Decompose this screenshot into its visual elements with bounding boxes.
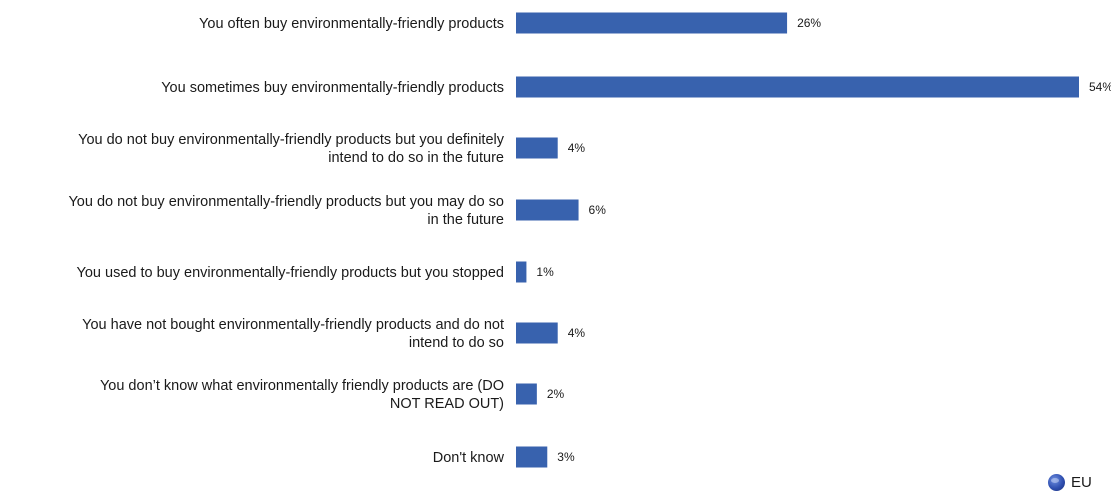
category-label-line: NOT READ OUT) bbox=[390, 396, 504, 412]
bar-3 bbox=[516, 137, 558, 159]
bar-8 bbox=[516, 446, 548, 468]
value-label-1: 26% bbox=[797, 16, 821, 30]
category-label-3: You do not buy environmentally-friendly … bbox=[78, 132, 505, 166]
category-label-line: You used to buy environmentally-friendly… bbox=[77, 265, 504, 281]
category-label-line: You often buy environmentally-friendly p… bbox=[199, 16, 504, 32]
value-label-4: 6% bbox=[589, 203, 607, 217]
bar-7 bbox=[516, 383, 537, 405]
category-label-line: in the future bbox=[427, 212, 504, 228]
category-label-7: You don’t know what environmentally frie… bbox=[100, 378, 504, 412]
bar-2 bbox=[516, 76, 1079, 98]
category-label-line: intend to do so in the future bbox=[328, 150, 504, 166]
value-label-6: 4% bbox=[568, 326, 586, 340]
eu-globe-icon bbox=[1048, 473, 1065, 491]
category-label-5: You used to buy environmentally-friendly… bbox=[77, 265, 504, 281]
legend-label: EU bbox=[1071, 473, 1092, 491]
legend: EU bbox=[1048, 473, 1092, 491]
category-label-2: You sometimes buy environmentally-friend… bbox=[161, 80, 504, 96]
category-label-line: intend to do so bbox=[409, 335, 504, 351]
bar-4 bbox=[516, 199, 579, 221]
category-label-6: You have not bought environmentally-frie… bbox=[82, 317, 504, 351]
category-label-4: You do not buy environmentally-friendly … bbox=[68, 194, 504, 228]
bar-1 bbox=[516, 12, 788, 34]
value-label-3: 4% bbox=[568, 141, 586, 155]
value-label-7: 2% bbox=[547, 387, 565, 401]
value-label-5: 1% bbox=[536, 265, 554, 279]
category-label-1: You often buy environmentally-friendly p… bbox=[199, 16, 504, 32]
value-label-2: 54% bbox=[1089, 80, 1111, 94]
category-label-line: You do not buy environmentally-friendly … bbox=[68, 194, 504, 210]
category-label-line: You do not buy environmentally-friendly … bbox=[78, 132, 505, 148]
category-label-line: You have not bought environmentally-frie… bbox=[82, 317, 504, 333]
category-label-8: Don't know bbox=[433, 450, 505, 466]
category-label-line: Don't know bbox=[433, 450, 505, 466]
category-label-line: You sometimes buy environmentally-friend… bbox=[161, 80, 504, 96]
bar-6 bbox=[516, 322, 558, 344]
bar-5 bbox=[516, 261, 527, 283]
value-label-8: 3% bbox=[557, 450, 575, 464]
category-label-line: You don’t know what environmentally frie… bbox=[100, 378, 504, 394]
